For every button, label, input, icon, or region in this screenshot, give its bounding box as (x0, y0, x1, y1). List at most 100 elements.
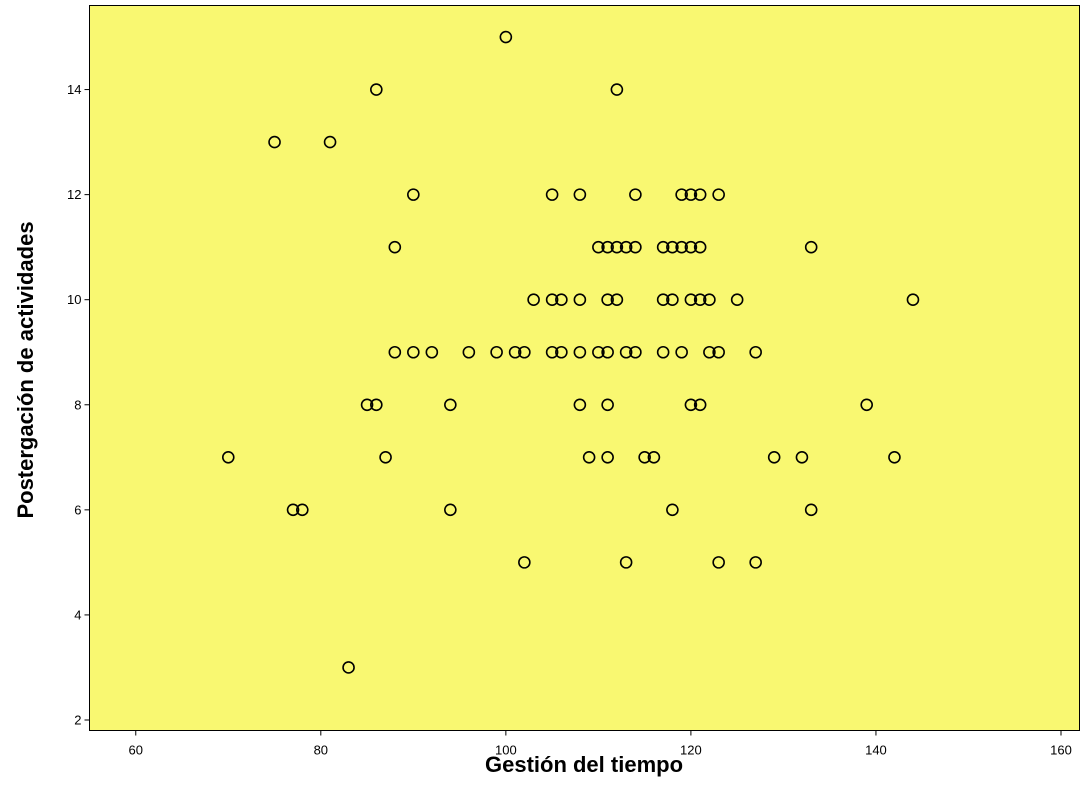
data-point (619, 240, 633, 254)
data-point (675, 188, 688, 201)
data-point (601, 345, 614, 359)
y-tick-label: 6 (74, 502, 81, 517)
y-tick-label: 14 (67, 82, 81, 97)
data-point (675, 345, 688, 359)
data-point (601, 398, 614, 412)
data-point (573, 293, 587, 307)
data-point (545, 293, 559, 307)
y-tick-label: 10 (67, 292, 81, 307)
y-tick-label: 4 (74, 607, 81, 622)
data-point (888, 451, 901, 464)
data-point (749, 345, 762, 359)
data-point (610, 240, 624, 254)
data-point (379, 451, 392, 464)
data-point (221, 451, 235, 464)
data-point (749, 556, 762, 569)
x-tick-label: 100 (495, 743, 517, 758)
data-point (601, 240, 614, 254)
data-point (407, 345, 420, 359)
data-point (462, 345, 476, 359)
data-point (610, 83, 624, 96)
data-point (508, 345, 522, 359)
data-point (703, 293, 716, 307)
data-point (499, 30, 513, 44)
data-point (712, 188, 725, 201)
data-point (388, 240, 402, 254)
data-point (518, 556, 531, 569)
data-point (638, 451, 651, 464)
data-point (555, 345, 568, 359)
data-point (712, 556, 725, 569)
data-point (906, 293, 920, 307)
data-point (573, 398, 587, 412)
data-point (656, 293, 670, 307)
data-point (795, 451, 809, 464)
data-point (296, 503, 309, 517)
data-point (545, 345, 559, 359)
data-point (444, 398, 457, 412)
data-point (370, 398, 383, 412)
data-point (545, 188, 559, 201)
data-point (860, 398, 873, 412)
data-point (407, 188, 420, 201)
data-point (610, 293, 624, 307)
y-tick-label: 2 (74, 712, 81, 727)
y-tick-label: 12 (67, 187, 81, 202)
x-tick-label: 160 (1050, 743, 1072, 758)
y-axis: 2 4 6 8 10 12 14 (67, 82, 90, 727)
data-point (425, 345, 439, 359)
x-tick-label: 120 (680, 743, 702, 758)
data-point (656, 240, 670, 254)
data-point (629, 345, 642, 359)
data-point (444, 503, 457, 517)
x-axis: 60 80 100 120 140 160 (129, 730, 1072, 758)
data-point (703, 345, 716, 359)
y-tick-label: 8 (74, 397, 81, 412)
plot-area (89, 5, 1080, 731)
data-point (693, 240, 707, 254)
data-point (804, 240, 818, 254)
data-point (555, 293, 568, 307)
data-point (601, 293, 614, 307)
data-point (684, 240, 698, 254)
data-point (804, 503, 818, 517)
data-point (730, 293, 744, 307)
data-points (221, 30, 920, 674)
data-point (684, 188, 698, 201)
data-point (360, 398, 374, 412)
data-point (573, 345, 587, 359)
data-point (601, 451, 614, 464)
x-axis-title: Gestión del tiempo (485, 752, 683, 777)
data-point (656, 345, 670, 359)
data-point (666, 293, 679, 307)
data-point (342, 661, 355, 674)
data-point (370, 83, 383, 96)
data-point (582, 451, 596, 464)
data-point (619, 556, 633, 569)
data-point (767, 451, 781, 464)
data-point (518, 345, 531, 359)
data-point (629, 188, 642, 201)
data-point (693, 398, 707, 412)
data-point (388, 345, 402, 359)
y-axis-title: Postergación de actividades (13, 221, 38, 518)
data-point (684, 293, 698, 307)
data-point (592, 345, 605, 359)
data-point (693, 293, 707, 307)
data-point (490, 345, 503, 359)
data-point (666, 503, 679, 517)
data-point (647, 451, 661, 464)
data-point (693, 188, 707, 201)
x-tick-label: 60 (129, 743, 143, 758)
data-point (619, 345, 633, 359)
data-point (592, 240, 605, 254)
x-tick-label: 80 (314, 743, 328, 758)
data-point (286, 503, 300, 517)
data-point (712, 345, 725, 359)
data-point (323, 135, 337, 149)
data-point (675, 240, 688, 254)
data-point (666, 240, 679, 254)
data-point (629, 240, 642, 254)
data-point (573, 188, 587, 201)
